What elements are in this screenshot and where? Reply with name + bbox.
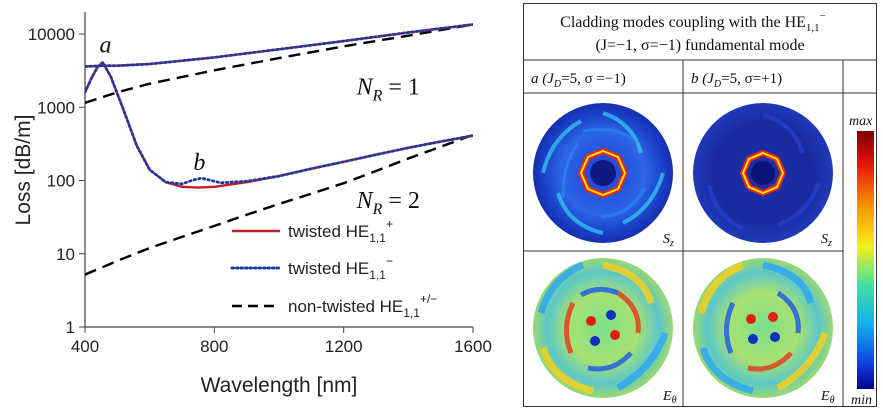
x-tick-label: 400 (71, 337, 99, 356)
label-sz-b: Sz (821, 232, 832, 249)
label-sz-a: Sz (663, 232, 674, 249)
label-etheta-b: Eθ (820, 389, 835, 406)
label-etheta-a: Eθ (662, 389, 677, 406)
field-sz-b: Sz (693, 103, 833, 249)
nr1-rest: = 1 (382, 74, 420, 100)
mode-field-panel: Cladding modes coupling with the HE1,1− … (523, 3, 877, 407)
y-axis-label: Loss [dB/m] (12, 115, 35, 226)
annotation-a: a (100, 32, 112, 58)
panel-title-line1: Cladding modes coupling with the HE1,1− (560, 10, 826, 34)
y-tick-label: 1000 (37, 98, 75, 117)
series-twisted_plus_NR1 (85, 23, 473, 68)
col-a-label: a (JD=5, σ =−1) (531, 71, 626, 90)
x-tick-label: 1200 (325, 337, 363, 356)
nr2-rest: = 2 (382, 188, 420, 214)
field-sz-a: Sz (533, 103, 674, 249)
colorbar-max: max (849, 114, 873, 129)
y-tick-label: 1 (66, 318, 75, 337)
series-nontwisted_NR2 (85, 133, 473, 276)
nr-label-2: NR = 2 (356, 188, 420, 218)
panel-title-line2: (J=−1, σ=−1) fundamental mode (595, 37, 804, 54)
y-tick-label: 100 (47, 172, 75, 191)
x-axis-label: Wavelength [nm] (201, 374, 358, 397)
series-twisted_minus_NR1 (85, 23, 473, 68)
chart-legend: twisted HE1,1+ twisted HE1,1− non-twiste… (230, 217, 437, 320)
legend-twisted-minus: twisted HE1,1− (288, 254, 393, 282)
field-etheta-a: Eθ (533, 258, 677, 406)
chart-axes: 400 800 1200 1600 1 10 100 1000 10000 (28, 12, 492, 356)
nr1-sub: R (372, 87, 383, 104)
colorbar-min: min (851, 393, 872, 407)
nr2-main: N (356, 188, 375, 214)
legend-twisted-plus: twisted HE1,1+ (288, 217, 393, 245)
x-tick-label: 800 (200, 337, 228, 356)
nr-label-1: NR = 1 (356, 74, 420, 104)
annotation-b: b (193, 150, 205, 176)
colorbar (857, 131, 874, 389)
series-twisted_minus_NR2 (85, 61, 473, 186)
y-tick-label: 10 (56, 245, 75, 264)
legend-nontwisted: non-twisted HE1,1+/− (288, 292, 437, 320)
nr1-main: N (356, 74, 375, 100)
y-tick-label: 10000 (28, 25, 75, 44)
field-etheta-b: Eθ (693, 258, 835, 406)
col-b-label: b (JD=5, σ=+1) (691, 71, 782, 90)
nr2-sub: R (372, 201, 383, 218)
chart-series (85, 23, 473, 276)
series-nontwisted_NR1 (85, 23, 473, 104)
x-tick-label: 1600 (454, 337, 492, 356)
